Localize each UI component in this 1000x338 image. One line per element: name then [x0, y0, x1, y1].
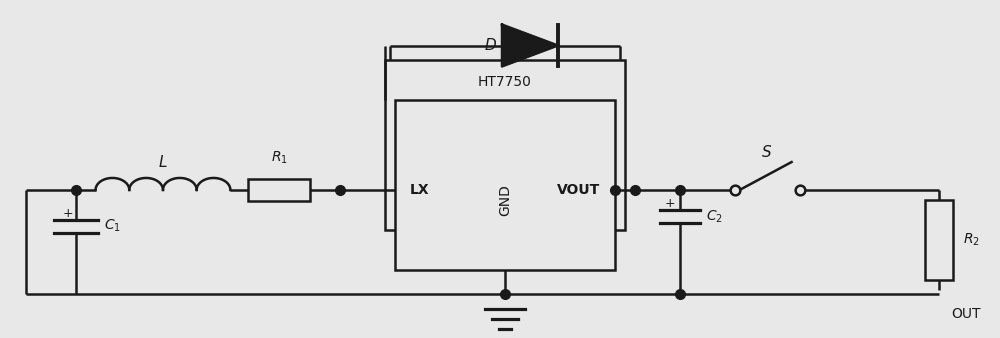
Text: VOUT: VOUT	[557, 183, 600, 197]
Text: +: +	[62, 207, 73, 220]
Text: LX: LX	[410, 183, 430, 197]
Text: $C_1$: $C_1$	[104, 218, 120, 235]
Text: D: D	[484, 39, 496, 53]
Polygon shape	[502, 25, 558, 67]
Text: $R_2$: $R_2$	[963, 232, 980, 248]
Text: $C_2$: $C_2$	[706, 208, 723, 224]
Text: $L$: $L$	[158, 154, 168, 170]
Text: GND: GND	[498, 184, 512, 216]
Text: $R_1$: $R_1$	[271, 150, 288, 166]
Text: +: +	[664, 197, 675, 210]
Text: S: S	[762, 145, 772, 160]
Bar	[385, 61, 625, 230]
Bar	[925, 200, 953, 280]
Bar	[248, 179, 310, 201]
Text: HT7750: HT7750	[478, 75, 532, 89]
Text: OUT: OUT	[951, 307, 981, 321]
Bar	[395, 100, 615, 270]
